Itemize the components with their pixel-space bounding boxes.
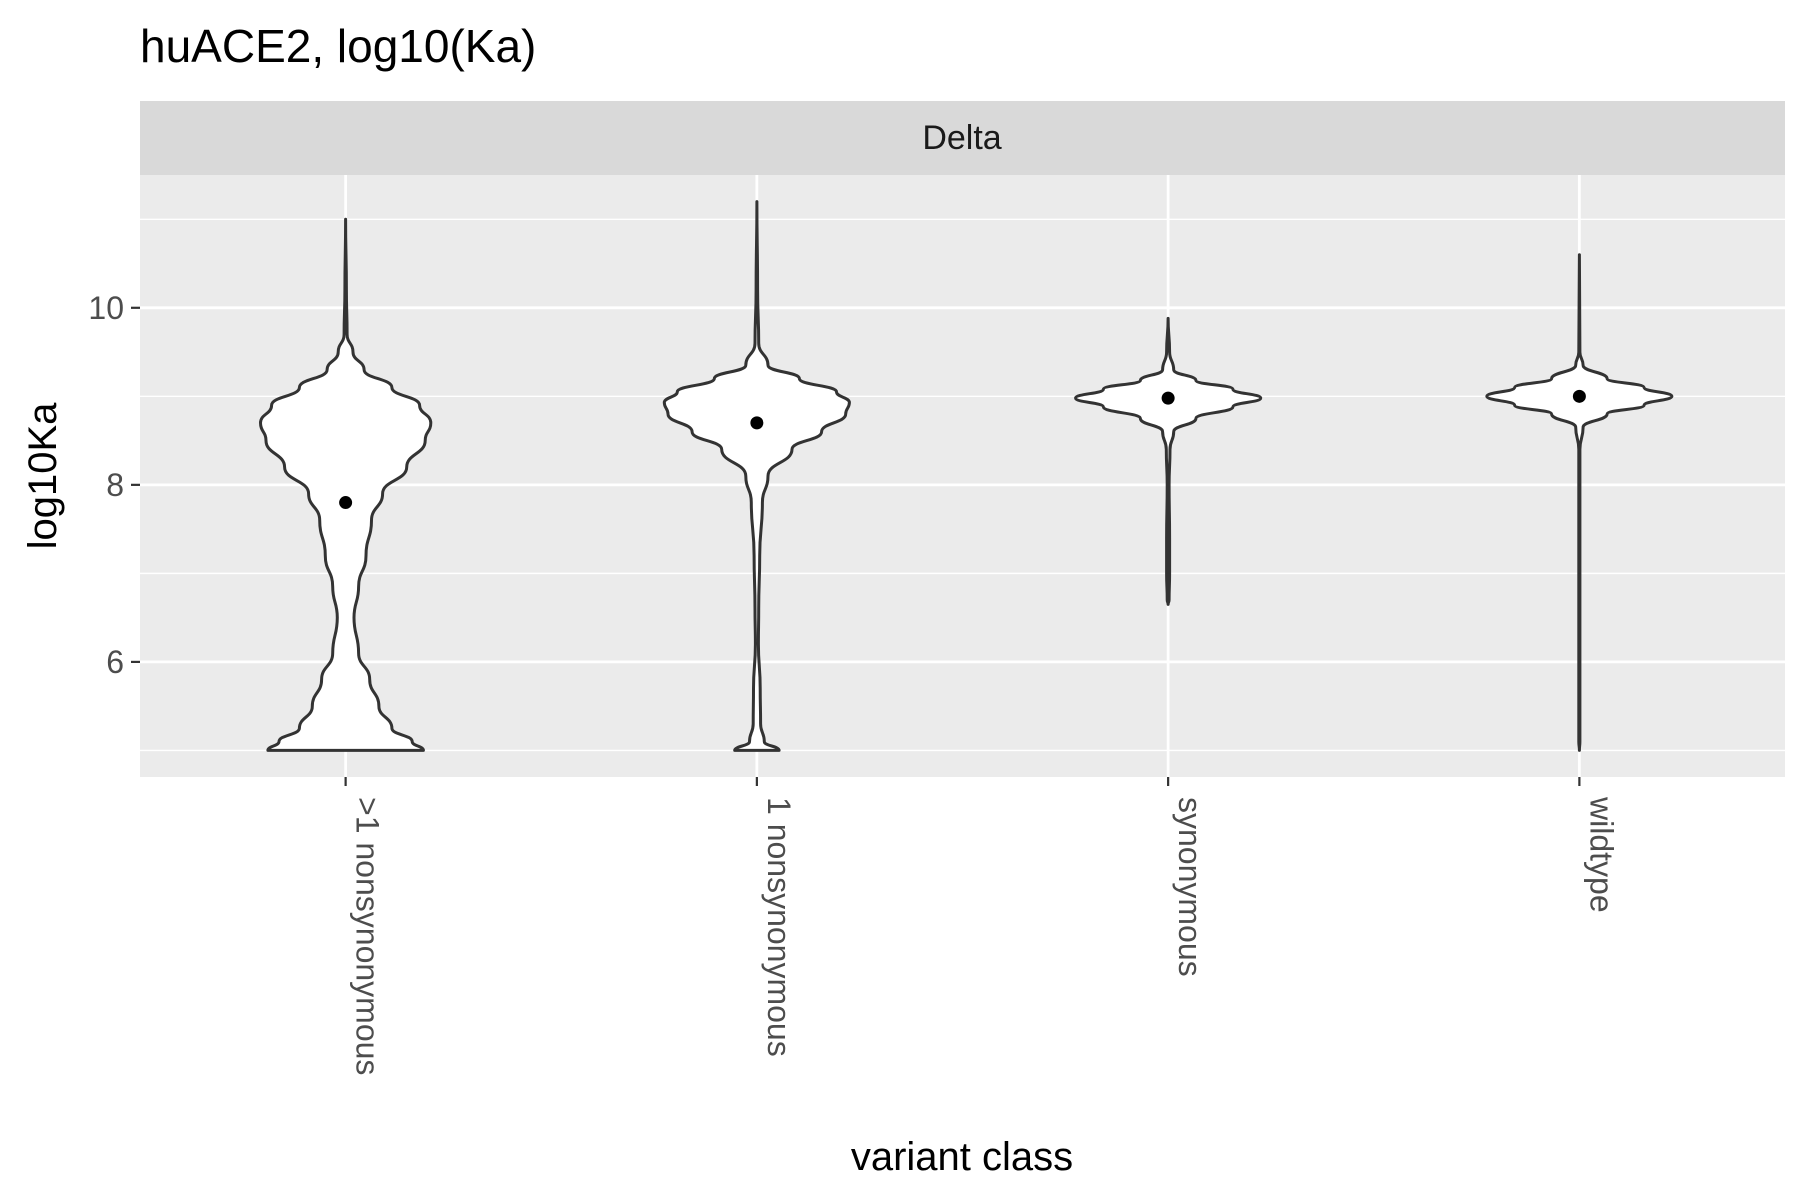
mean-point-0 [339,496,353,510]
axes: 6 8 10 >1 nonsynonymous 1 nonsynonymous synon… [88,290,1619,1076]
x-tick-label: synonymous [1172,797,1208,977]
chart-title: huACE2, log10(Ka) [140,20,536,72]
violin-1 [662,200,851,752]
violin-0 [259,217,433,752]
y-axis-title: log10Ka [21,402,65,550]
x-axis-title: variant class [851,1135,1073,1179]
facet-strip-label: Delta [922,119,1001,157]
mean-point-3 [1572,389,1586,403]
x-tick-label: wildtype [1583,796,1619,913]
y-tick-label: 8 [106,467,124,503]
y-tick-label: 6 [106,644,124,680]
x-tick-label: >1 nonsynonymous [350,797,386,1075]
x-tick-label: 1 nonsynonymous [761,797,797,1057]
y-tick-label: 10 [88,290,124,326]
mean-point-2 [1161,391,1175,405]
mean-point-1 [750,416,764,430]
facet-strip [140,101,1785,175]
violin-2 [1074,316,1263,606]
violins [259,200,1674,752]
plot-panel [140,175,1785,777]
violin-3 [1485,253,1674,752]
